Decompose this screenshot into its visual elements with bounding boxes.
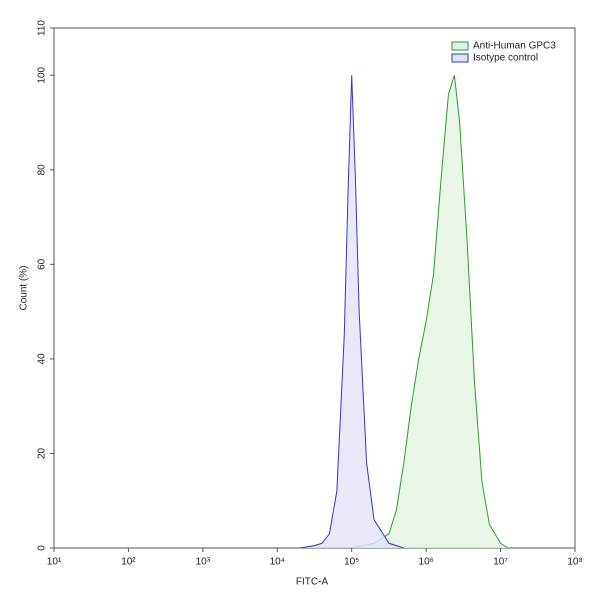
y-tick-label: 100	[37, 66, 48, 83]
y-tick-label: 20	[37, 447, 48, 459]
x-tick-label: 10³	[196, 557, 211, 568]
y-tick-label: 0	[37, 545, 48, 551]
legend-label: Isotype control	[473, 53, 538, 64]
x-tick-label: 10¹	[47, 557, 62, 568]
x-axis-label: FITC-A	[296, 577, 329, 588]
x-tick-label: 10⁴	[270, 557, 285, 568]
series-line	[299, 75, 404, 549]
area-fill	[299, 75, 404, 548]
y-tick-label: 60	[37, 258, 48, 270]
plot-frame	[53, 27, 576, 549]
y-tick-label: 110	[37, 20, 48, 36]
area-fill	[351, 75, 509, 548]
y-axis-label: Count (%)	[19, 265, 30, 310]
legend-label: Anti-Human GPC3	[473, 41, 556, 52]
x-tick-label: 10⁸	[567, 557, 582, 568]
series-line	[351, 75, 509, 549]
x-tick-label: 10⁷	[493, 557, 508, 568]
y-tick-label: 40	[37, 353, 48, 365]
x-tick-label: 10²	[121, 557, 136, 568]
legend-swatch	[451, 41, 469, 51]
x-tick-label: 10⁶	[419, 557, 434, 568]
y-tick-label: 80	[37, 164, 48, 176]
x-tick-label: 10⁵	[344, 557, 359, 568]
legend-swatch	[451, 53, 469, 63]
